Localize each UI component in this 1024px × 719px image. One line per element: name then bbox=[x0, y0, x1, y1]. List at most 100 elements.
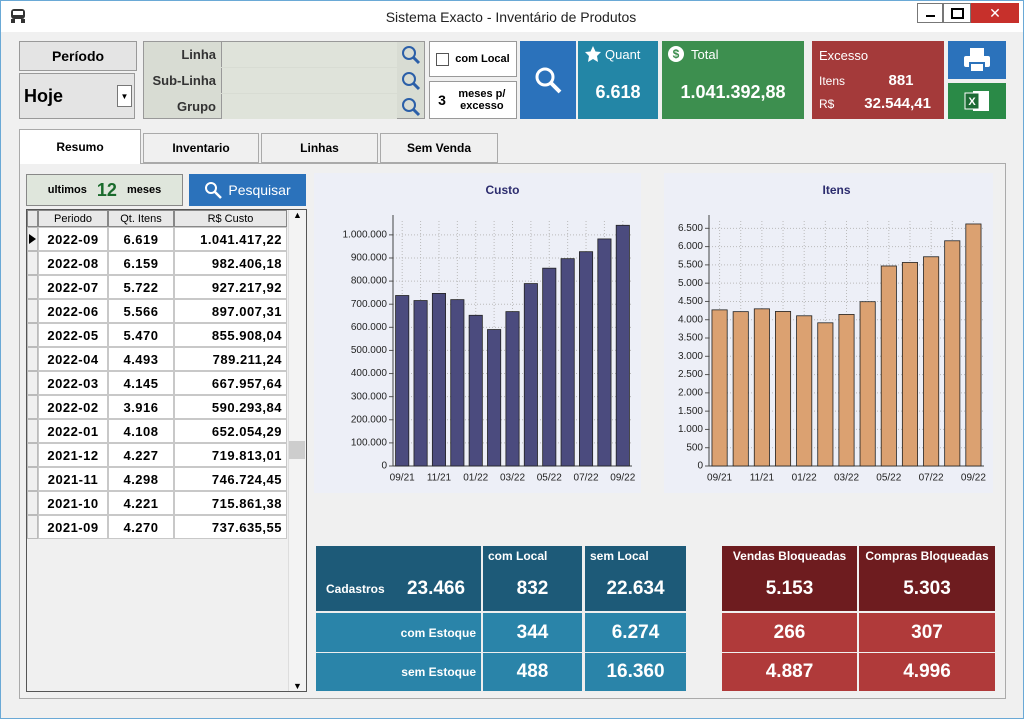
svg-text:X: X bbox=[968, 96, 976, 108]
dropdown-arrow[interactable]: ▼ bbox=[117, 85, 132, 107]
y-tick-label: 4.500 bbox=[678, 296, 703, 307]
y-tick-label: 700.000 bbox=[351, 299, 388, 310]
x-tick-label: 05/22 bbox=[537, 473, 562, 484]
table-cell: 2021-12 bbox=[38, 443, 108, 467]
y-tick-label: 2.000 bbox=[678, 388, 703, 399]
row-indicator bbox=[27, 419, 38, 443]
rs-value: 32.544,41 bbox=[864, 94, 931, 112]
table-cell: 715.861,38 bbox=[174, 491, 287, 515]
dollar-icon: $ bbox=[668, 46, 684, 62]
bar bbox=[413, 300, 428, 467]
summary-value: 16.360 bbox=[585, 653, 686, 691]
row-indicator bbox=[27, 491, 38, 515]
y-tick-label: 600.000 bbox=[351, 322, 388, 333]
filter-label: Linha bbox=[181, 47, 216, 62]
periodo-label: Período bbox=[19, 41, 137, 71]
tab[interactable]: Linhas bbox=[261, 133, 378, 163]
summary-value: 6.274 bbox=[585, 613, 686, 652]
y-tick-label: 100.000 bbox=[351, 438, 388, 449]
table-header: R$ Custo bbox=[174, 210, 287, 227]
meses-value[interactable]: 3 bbox=[438, 92, 446, 108]
table-header: Qt. Itens bbox=[108, 210, 174, 227]
x-tick-label: 09/21 bbox=[390, 473, 415, 484]
blocked-value: 4.887 bbox=[722, 653, 857, 691]
quant-value: 6.618 bbox=[595, 81, 641, 102]
table-cell: 590.293,84 bbox=[174, 395, 287, 419]
filter-label: Grupo bbox=[177, 99, 216, 114]
minimize-button[interactable] bbox=[917, 3, 943, 23]
chart-title: Custo bbox=[486, 183, 520, 197]
y-tick-label: 800.000 bbox=[351, 276, 388, 287]
x-tick-label: 07/22 bbox=[574, 473, 599, 484]
y-tick-label: 300.000 bbox=[351, 391, 388, 402]
scroll-thumb[interactable] bbox=[289, 441, 305, 459]
y-tick-label: 1.500 bbox=[678, 406, 703, 417]
y-tick-label: 5.500 bbox=[678, 260, 703, 271]
filter-search[interactable] bbox=[398, 68, 424, 93]
chart-title: Itens bbox=[822, 183, 850, 197]
blocked-value: 5.153 bbox=[722, 566, 857, 611]
table-cell: 4.221 bbox=[108, 491, 174, 515]
y-tick-label: 4.000 bbox=[678, 314, 703, 325]
x-tick-label: 03/22 bbox=[500, 473, 525, 484]
com-local-checkbox[interactable]: com Local bbox=[429, 41, 517, 77]
excesso-card bbox=[812, 41, 944, 119]
search-button[interactable] bbox=[520, 41, 576, 119]
y-tick-label: 3.000 bbox=[678, 351, 703, 362]
excel-button[interactable]: X bbox=[948, 83, 1006, 119]
table-cell: 2021-09 bbox=[38, 515, 108, 539]
table-cell: 2022-05 bbox=[38, 323, 108, 347]
table-cell: 2022-03 bbox=[38, 371, 108, 395]
summary-value: 344 bbox=[483, 613, 582, 652]
excesso-label: Excesso bbox=[819, 47, 869, 63]
summary-label: Cadastros bbox=[326, 581, 385, 596]
y-tick-label: 500 bbox=[686, 442, 703, 453]
filter-search[interactable] bbox=[398, 94, 424, 119]
pesquisar-button[interactable]: Pesquisar bbox=[189, 174, 306, 206]
blocked-value: 307 bbox=[859, 613, 995, 652]
table-cell: 6.159 bbox=[108, 251, 174, 275]
filter-input[interactable] bbox=[221, 42, 397, 67]
blocked-value: 4.996 bbox=[859, 653, 995, 691]
y-tick-label: 3.500 bbox=[678, 333, 703, 344]
filter-search[interactable] bbox=[398, 42, 424, 67]
table-cell: 4.298 bbox=[108, 467, 174, 491]
header-corner bbox=[27, 210, 38, 227]
table-cell: 737.635,55 bbox=[174, 515, 287, 539]
table-cell: 667.957,64 bbox=[174, 371, 287, 395]
filter-input[interactable] bbox=[221, 68, 397, 93]
table-cell: 855.908,04 bbox=[174, 323, 287, 347]
maximize-button[interactable] bbox=[943, 3, 971, 23]
rs-label: R$ bbox=[819, 97, 835, 111]
table-cell: 6.619 bbox=[108, 227, 174, 251]
quant-label: Quant bbox=[605, 46, 641, 62]
table-cell: 2022-04 bbox=[38, 347, 108, 371]
x-tick-label: 01/22 bbox=[792, 473, 817, 484]
bar bbox=[711, 309, 728, 467]
tab[interactable]: Inventario bbox=[143, 133, 259, 163]
meses-excesso: 3 meses p/ excesso bbox=[429, 81, 517, 119]
window-title: Sistema Exacto - Inventário de Produtos bbox=[385, 8, 637, 25]
row-indicator bbox=[27, 395, 38, 419]
periodo-select[interactable]: Hoje bbox=[19, 73, 135, 119]
table-cell: 746.724,45 bbox=[174, 467, 287, 491]
table-cell: 4.227 bbox=[108, 443, 174, 467]
bar bbox=[880, 265, 897, 467]
close-button[interactable]: ✕ bbox=[971, 3, 1019, 23]
bar bbox=[775, 311, 792, 467]
tab[interactable]: Sem Venda bbox=[380, 133, 498, 163]
summary-value: 488 bbox=[483, 653, 582, 691]
range-value[interactable]: 12 bbox=[96, 179, 117, 200]
summary-label: sem Estoque bbox=[401, 665, 476, 679]
title-bar bbox=[1, 1, 1023, 32]
y-tick-label: 0 bbox=[381, 461, 387, 472]
print-button[interactable] bbox=[948, 41, 1006, 79]
summary-label-cell bbox=[316, 653, 481, 691]
bar bbox=[395, 295, 410, 467]
table-cell: 4.145 bbox=[108, 371, 174, 395]
tab[interactable]: Resumo bbox=[19, 129, 141, 164]
bar bbox=[523, 283, 538, 467]
filter-input[interactable] bbox=[221, 94, 397, 119]
bar bbox=[838, 314, 855, 467]
